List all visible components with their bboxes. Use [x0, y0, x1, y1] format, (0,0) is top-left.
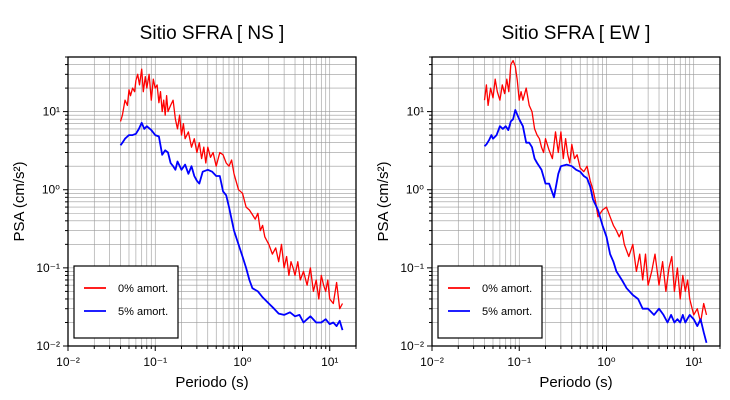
x-tick-label: 10⁻¹ [507, 355, 531, 369]
legend-label: 5% amort. [118, 306, 168, 318]
x-axis-label: Periodo (s) [175, 374, 248, 391]
legend: 0% amort. 5% amort. [73, 265, 179, 339]
y-axis-label: PSA (cm/s²) [11, 161, 28, 241]
y-tick-label: 10⁻² [36, 339, 60, 353]
legend: 0% amort. 5% amort. [437, 265, 543, 339]
y-tick-label: 10⁻¹ [400, 261, 424, 275]
y-axis-label: PSA (cm/s²) [375, 161, 392, 241]
y-tick-label: 10⁰ [42, 183, 60, 197]
tick-marks [427, 56, 721, 351]
x-tick-label: 10⁻² [56, 355, 80, 369]
x-tick-label: 10⁻¹ [143, 355, 167, 369]
y-tick-label: 10⁻² [400, 339, 424, 353]
legend-box [73, 265, 179, 339]
legend-label: 0% amort. [482, 283, 532, 295]
chart-title: Sitio SFRA [ EW ] [502, 23, 651, 44]
y-tick-label: 10⁰ [406, 183, 424, 197]
x-tick-label: 10¹ [321, 355, 338, 369]
series-line-damped [483, 109, 708, 344]
tick-marks [63, 56, 357, 351]
chart-panel-2: 10⁻² 10⁻² 10⁻¹ 10⁻¹ 10⁰ 10⁰ 10¹ 10¹ Sitio SFRA [… [375, 23, 721, 391]
series-group [119, 68, 344, 331]
y-tick-label: 10¹ [407, 105, 424, 119]
series-line-undamped [483, 59, 708, 324]
legend-box [437, 265, 543, 339]
legend-label: 0% amort. [118, 283, 168, 295]
y-tick-label: 10⁻¹ [36, 261, 60, 275]
series-group [483, 59, 708, 344]
legend-label: 5% amort. [482, 306, 532, 318]
chart-panel-1: 10⁻² 10⁻² 10⁻¹ 10⁻¹ 10⁰ 10⁰ 10¹ 10¹ Sitio SFRA [… [11, 23, 357, 391]
series-line-undamped [119, 68, 344, 310]
x-axis-label: Periodo (s) [539, 374, 612, 391]
x-tick-label: 10⁻² [420, 355, 444, 369]
x-tick-label: 10⁰ [597, 355, 615, 369]
y-tick-label: 10¹ [43, 105, 60, 119]
series-line-damped [119, 121, 344, 331]
x-tick-label: 10⁰ [233, 355, 251, 369]
x-tick-label: 10¹ [685, 355, 702, 369]
chart-title: Sitio SFRA [ NS ] [140, 23, 285, 44]
